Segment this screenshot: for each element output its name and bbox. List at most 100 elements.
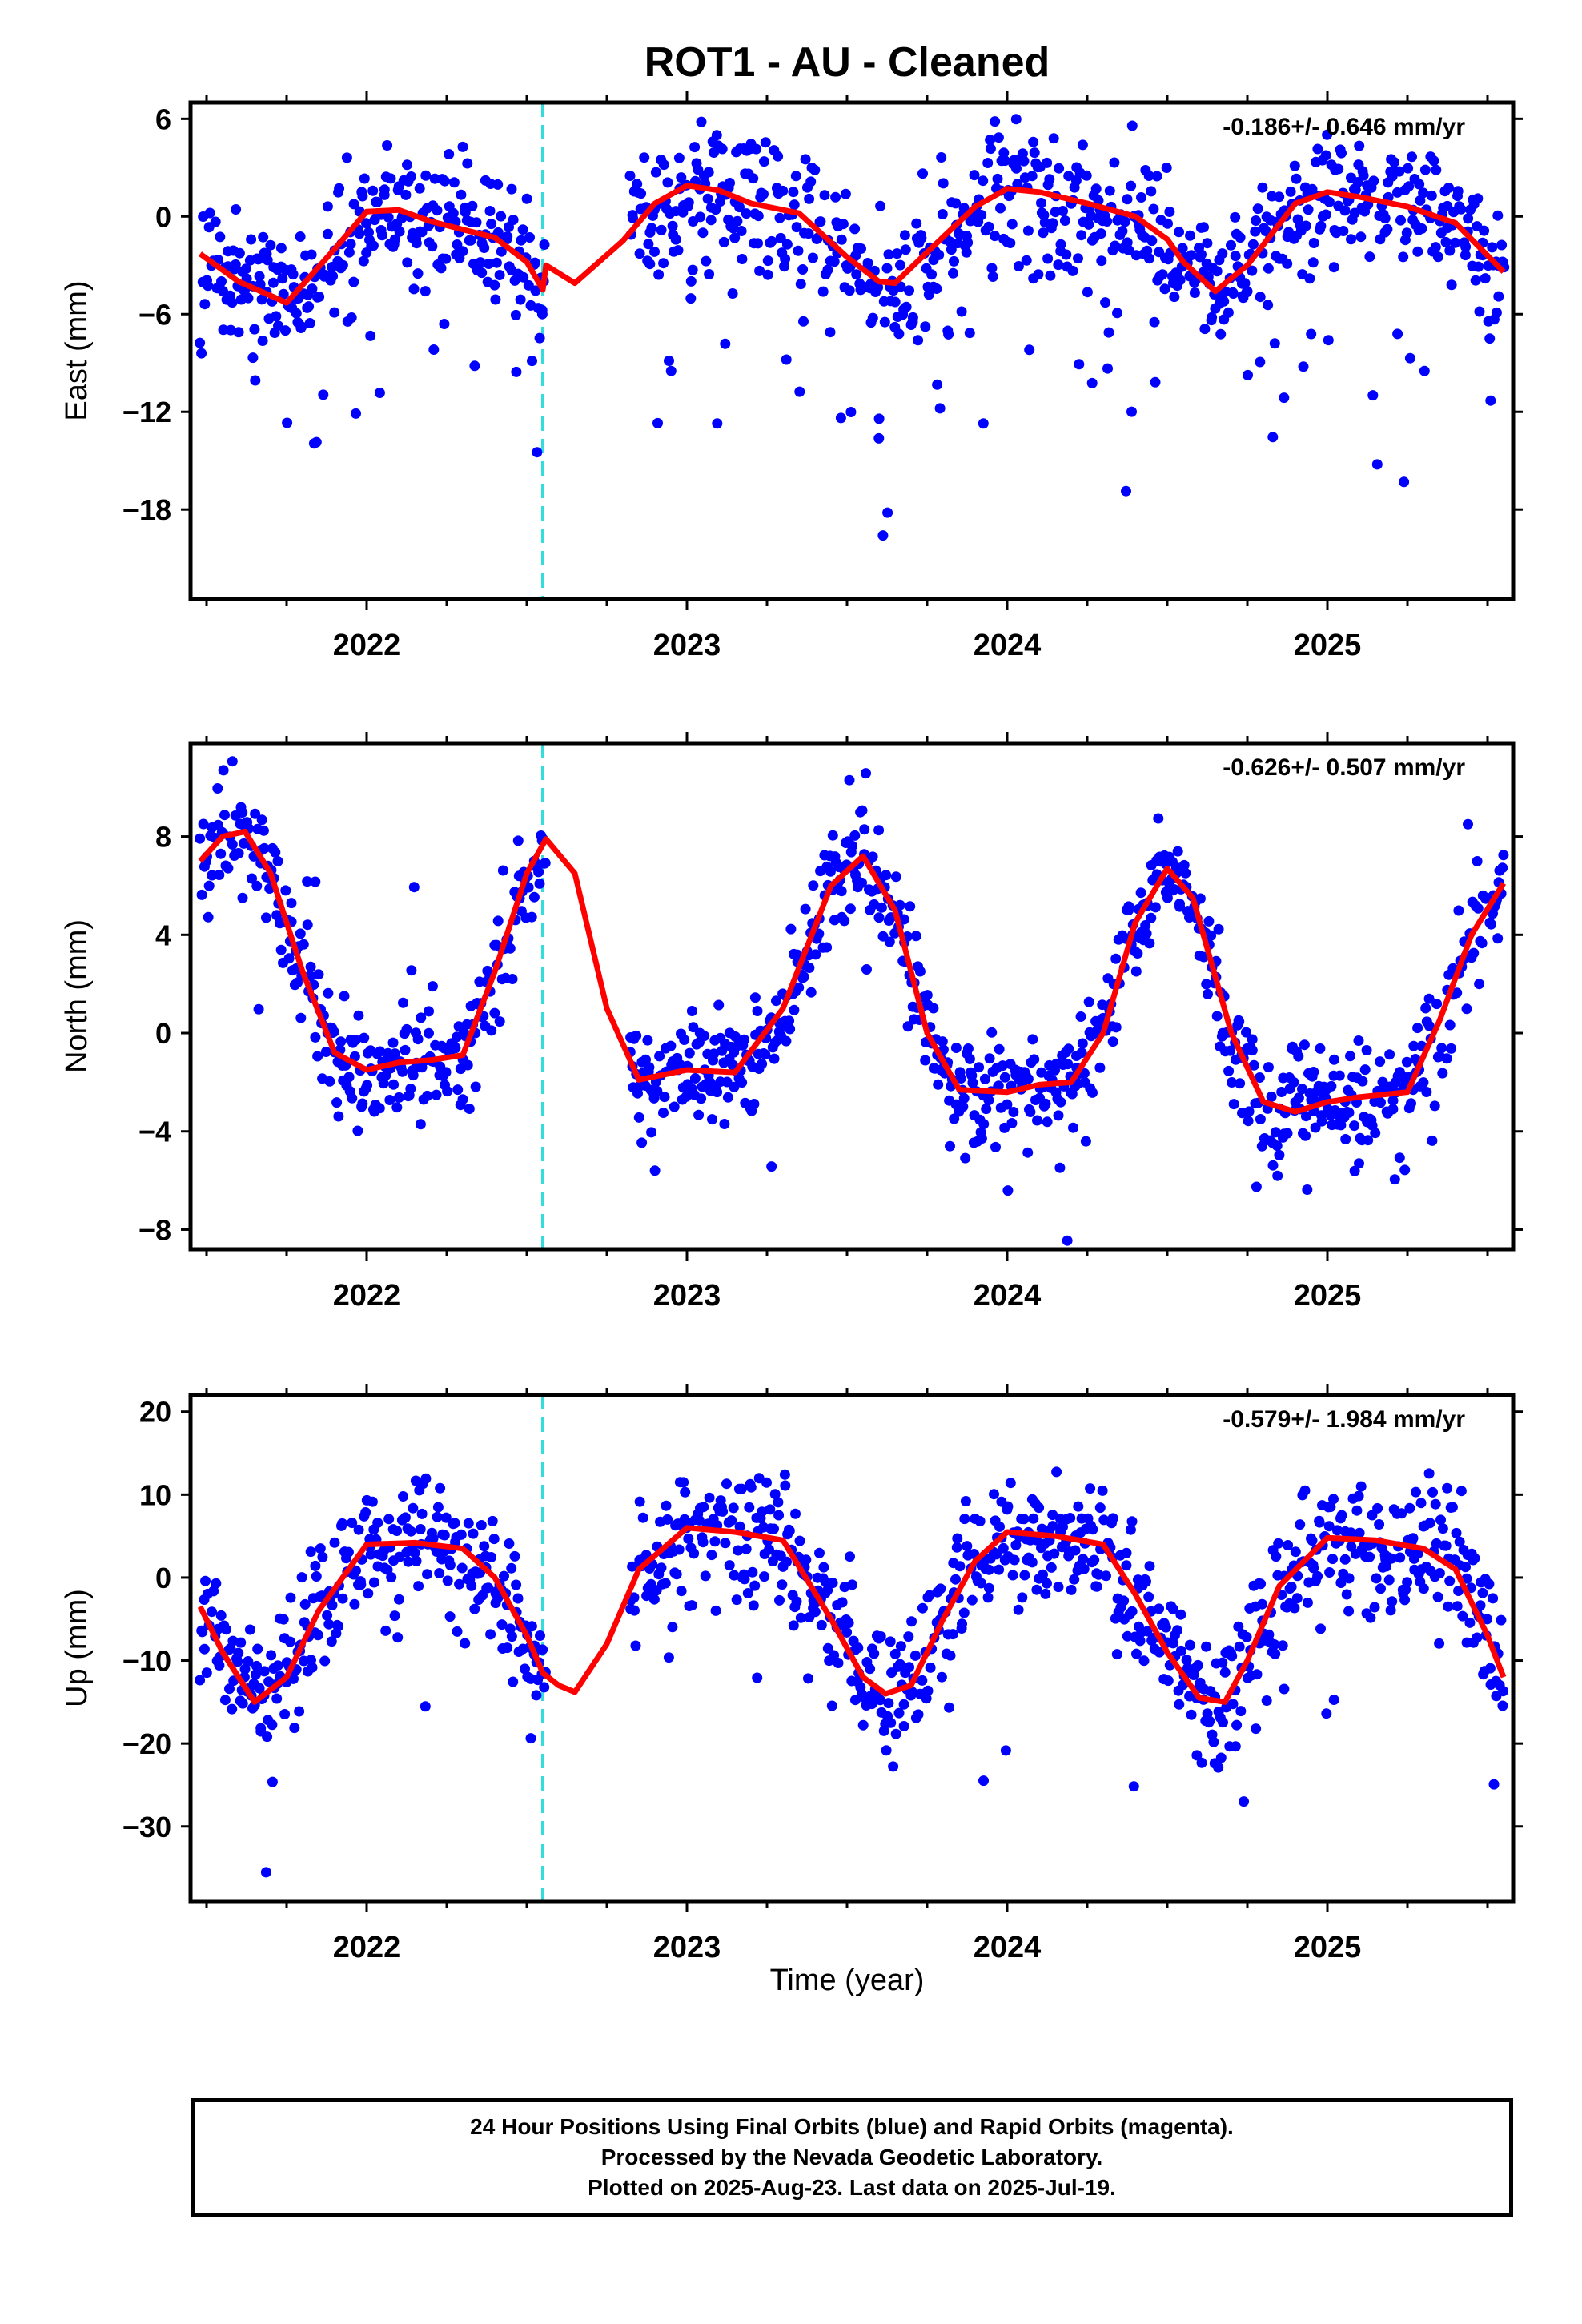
data-point	[448, 177, 460, 188]
data-point	[303, 301, 315, 312]
data-point	[1474, 979, 1485, 990]
data-point	[412, 268, 424, 279]
data-point	[686, 1006, 697, 1016]
data-point	[917, 168, 928, 179]
data-point	[277, 273, 288, 284]
data-point	[739, 1574, 750, 1585]
data-point	[1363, 1135, 1374, 1146]
data-point	[853, 1642, 864, 1654]
data-point	[890, 871, 901, 883]
data-point	[313, 969, 324, 980]
data-point	[769, 1489, 781, 1500]
data-point	[353, 1010, 364, 1021]
data-point	[492, 179, 504, 190]
data-point	[1078, 1554, 1089, 1565]
data-point	[1019, 1570, 1030, 1581]
data-point	[1436, 1043, 1447, 1054]
data-point	[859, 824, 870, 835]
y-tick-label: 10	[139, 1478, 171, 1511]
data-point	[999, 1122, 1010, 1133]
data-point	[517, 224, 528, 235]
data-point	[1291, 173, 1302, 184]
data-point	[1021, 255, 1032, 266]
data-point	[1103, 327, 1114, 338]
data-point	[200, 1575, 211, 1586]
data-point	[898, 1721, 909, 1731]
data-point	[469, 360, 480, 372]
data-point	[1247, 265, 1258, 276]
data-point	[1374, 1519, 1385, 1530]
data-point	[1075, 1011, 1086, 1022]
data-point	[214, 1660, 225, 1671]
data-point	[644, 259, 656, 270]
data-point	[781, 354, 792, 365]
data-point	[1358, 170, 1369, 181]
data-point	[1013, 261, 1024, 271]
data-point	[406, 965, 417, 976]
data-point	[797, 264, 809, 275]
data-point	[224, 1683, 235, 1695]
data-point	[504, 1538, 515, 1549]
data-point	[1255, 356, 1266, 368]
data-point	[920, 321, 931, 332]
data-point	[232, 1656, 243, 1667]
data-point	[1472, 1632, 1483, 1643]
data-point	[845, 1551, 855, 1562]
data-point	[686, 1600, 697, 1611]
data-point	[866, 1699, 877, 1710]
data-point	[1269, 1639, 1280, 1650]
data-point	[729, 232, 741, 243]
data-point	[299, 1598, 311, 1610]
data-point	[1437, 1068, 1448, 1079]
data-point	[534, 878, 545, 889]
data-point	[1234, 1641, 1245, 1652]
y-tick-label: −20	[122, 1727, 171, 1760]
data-point	[1444, 1019, 1456, 1031]
data-point	[934, 403, 946, 414]
data-point	[486, 1552, 496, 1562]
data-point	[279, 1709, 291, 1719]
data-point	[1316, 1116, 1327, 1127]
data-point	[1263, 300, 1274, 311]
data-point	[1484, 333, 1496, 344]
data-point	[652, 417, 663, 428]
data-point	[976, 1578, 986, 1589]
data-point	[659, 1092, 670, 1103]
data-point	[431, 1089, 442, 1100]
data-point	[1215, 1752, 1227, 1763]
data-point	[809, 1606, 821, 1618]
data-point	[791, 222, 802, 233]
data-point	[278, 288, 289, 300]
data-point	[994, 1043, 1005, 1055]
data-point	[1312, 143, 1323, 155]
data-point	[1430, 1498, 1441, 1510]
data-point	[1059, 215, 1070, 226]
data-point	[527, 356, 537, 367]
data-point	[777, 185, 789, 196]
data-point	[1235, 1706, 1247, 1717]
data-point	[1308, 238, 1319, 248]
data-point	[749, 1099, 760, 1109]
data-point	[1215, 328, 1227, 340]
data-point	[969, 170, 980, 181]
data-point	[1132, 948, 1143, 959]
data-point	[958, 203, 970, 214]
data-point	[766, 1161, 777, 1172]
data-point	[476, 1520, 487, 1530]
data-point	[312, 1051, 323, 1062]
data-point	[1257, 1598, 1267, 1610]
data-point	[508, 215, 519, 225]
data-point	[444, 1611, 456, 1622]
data-point	[1276, 1087, 1287, 1097]
data-point	[475, 257, 486, 268]
data-point	[885, 1636, 896, 1647]
data-point	[649, 246, 660, 257]
data-point	[302, 876, 313, 887]
data-point	[984, 1053, 995, 1064]
data-point	[429, 173, 440, 184]
data-point	[195, 833, 206, 844]
data-point	[295, 231, 306, 242]
data-point	[749, 1580, 761, 1591]
data-point	[704, 269, 715, 279]
data-point	[400, 1044, 411, 1055]
